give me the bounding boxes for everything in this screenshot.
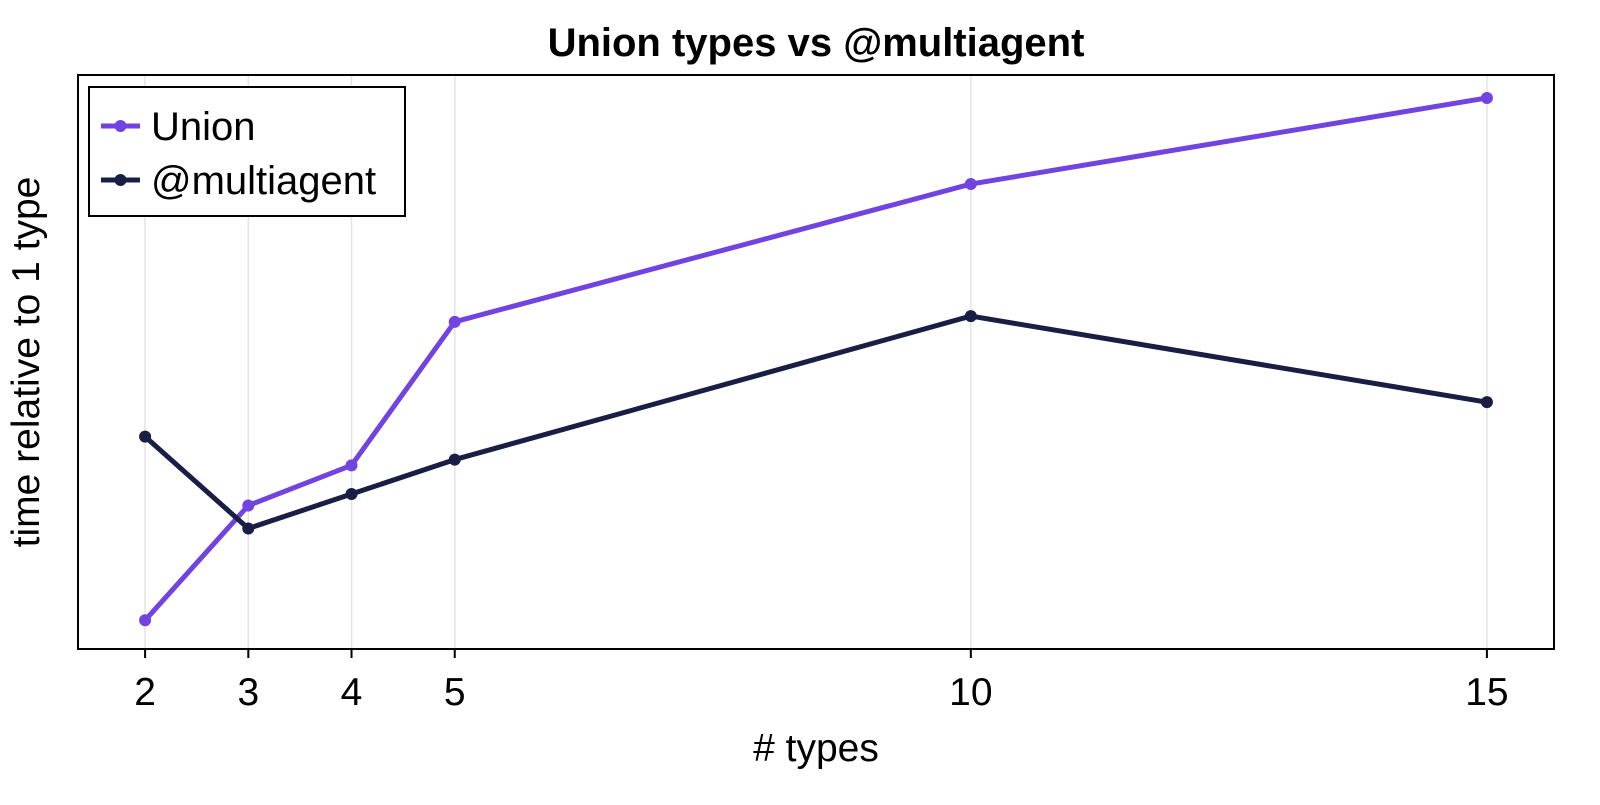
legend-marker-multiagent <box>114 174 127 186</box>
legend-item-union: Union <box>101 105 256 149</box>
data-point-union <box>964 178 977 191</box>
x-tick-label: 4 <box>341 671 363 714</box>
series-line-union <box>143 95 1488 622</box>
x-tick-label: 15 <box>1465 671 1508 714</box>
data-point-multiagent <box>345 488 358 501</box>
legend-box <box>88 86 406 217</box>
x-tick-label: 5 <box>444 671 466 714</box>
data-point-union <box>139 614 152 627</box>
x-tick-label: 3 <box>237 671 259 714</box>
series-lines <box>139 91 1493 627</box>
data-point-union <box>448 315 461 328</box>
data-point-multiagent <box>139 430 152 443</box>
x-axis-ticks: 2 3 4 5 10 15 <box>134 649 1509 714</box>
data-point-multiagent <box>1480 396 1493 409</box>
data-point-multiagent <box>964 310 977 323</box>
series-line-multiagent <box>143 313 1488 531</box>
data-point-multiagent <box>448 453 461 466</box>
y-axis-label: time relative to 1 type <box>5 177 48 548</box>
x-tick-label: 10 <box>949 671 992 714</box>
legend-label-multiagent: @multiagent <box>151 159 376 203</box>
data-point-multiagent <box>242 522 255 535</box>
data-point-union <box>1480 91 1493 104</box>
chart-title: Union types vs @multiagent <box>548 21 1085 65</box>
legend-label-union: Union <box>151 105 256 149</box>
x-tick-label: 2 <box>134 671 156 714</box>
legend-marker-union <box>114 120 127 132</box>
data-point-union <box>242 499 255 512</box>
plot-frame <box>77 74 1555 650</box>
legend-item-multiagent: @multiagent <box>101 159 376 203</box>
legend: Union @multiagent <box>88 86 406 217</box>
x-axis-label: # types <box>753 727 879 770</box>
data-point-union <box>345 459 358 472</box>
